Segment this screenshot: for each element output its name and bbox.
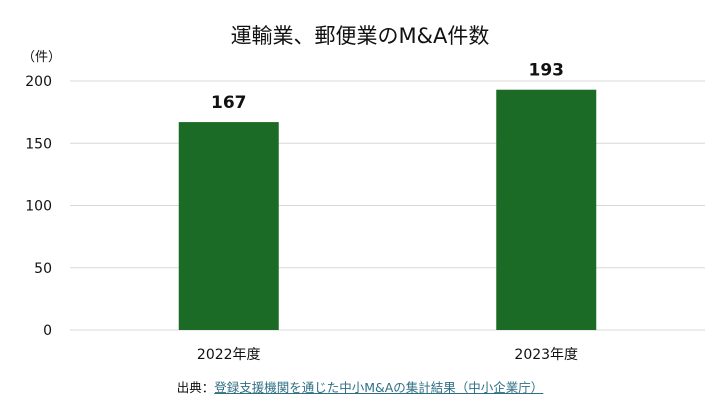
chart-title: 運輸業、郵便業のM&A件数 <box>230 24 490 48</box>
bar <box>496 89 597 330</box>
y-tick-label: 150 <box>25 136 52 152</box>
data-label: 167 <box>211 93 247 113</box>
source-link[interactable]: 登録支援機関を通じた中小M&Aの集計結果（中小企業庁） <box>214 380 544 395</box>
x-tick-label: 2022年度 <box>197 347 261 363</box>
x-tick-label: 2023年度 <box>514 347 578 363</box>
y-tick-label: 200 <box>25 74 52 90</box>
source-prefix: 出典： <box>176 380 215 395</box>
source-note: 出典：登録支援機関を通じた中小M&Aの集計結果（中小企業庁） <box>0 377 720 396</box>
y-tick-label: 0 <box>43 323 52 339</box>
data-label: 193 <box>529 61 565 81</box>
bar <box>178 122 279 331</box>
y-tick-label: 100 <box>25 199 52 215</box>
y-tick-label: 50 <box>34 261 52 277</box>
y-axis-unit: （件） <box>22 50 61 65</box>
